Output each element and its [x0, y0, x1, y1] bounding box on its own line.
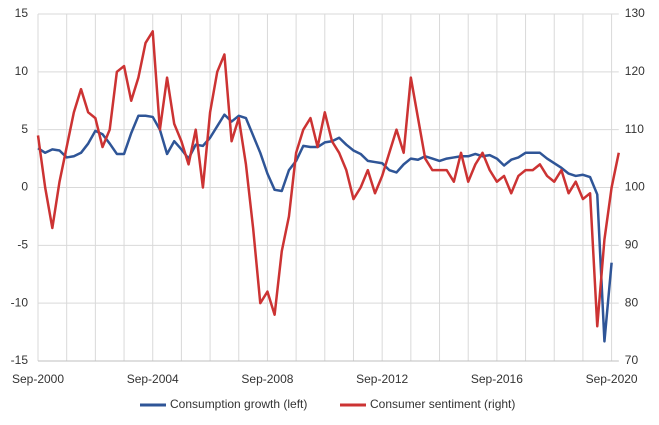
- y-tick-label: -10: [11, 295, 29, 309]
- x-tick-label: Sep-2016: [471, 372, 523, 386]
- series-line: [37, 113, 613, 343]
- x-tick-label: Sep-2004: [127, 372, 179, 386]
- x-tick-label: Sep-2020: [586, 372, 638, 386]
- y2-tick-label: 120: [625, 64, 645, 78]
- y2-tick-label: 110: [625, 122, 644, 136]
- x-tick-label: Sep-2008: [241, 372, 293, 386]
- y2-tick-label: 130: [625, 6, 645, 20]
- y2-tick-label: 80: [625, 295, 639, 309]
- y-tick-label: 5: [21, 122, 28, 136]
- y-tick-label: -15: [11, 353, 29, 367]
- x-tick-label: Sep-2012: [356, 372, 408, 386]
- y-tick-label: -5: [17, 238, 28, 252]
- series-line: [36, 30, 620, 328]
- y2-tick-label: 90: [625, 238, 639, 252]
- y-tick-label: 15: [15, 6, 29, 20]
- legend-label: Consumption growth (left): [170, 397, 307, 411]
- y2-tick-label: 100: [625, 180, 645, 194]
- y-tick-label: 0: [21, 180, 28, 194]
- legend-label: Consumer sentiment (right): [370, 397, 515, 411]
- x-tick-label: Sep-2000: [12, 372, 64, 386]
- y2-tick-label: 70: [625, 353, 639, 367]
- y-tick-label: 10: [15, 64, 29, 78]
